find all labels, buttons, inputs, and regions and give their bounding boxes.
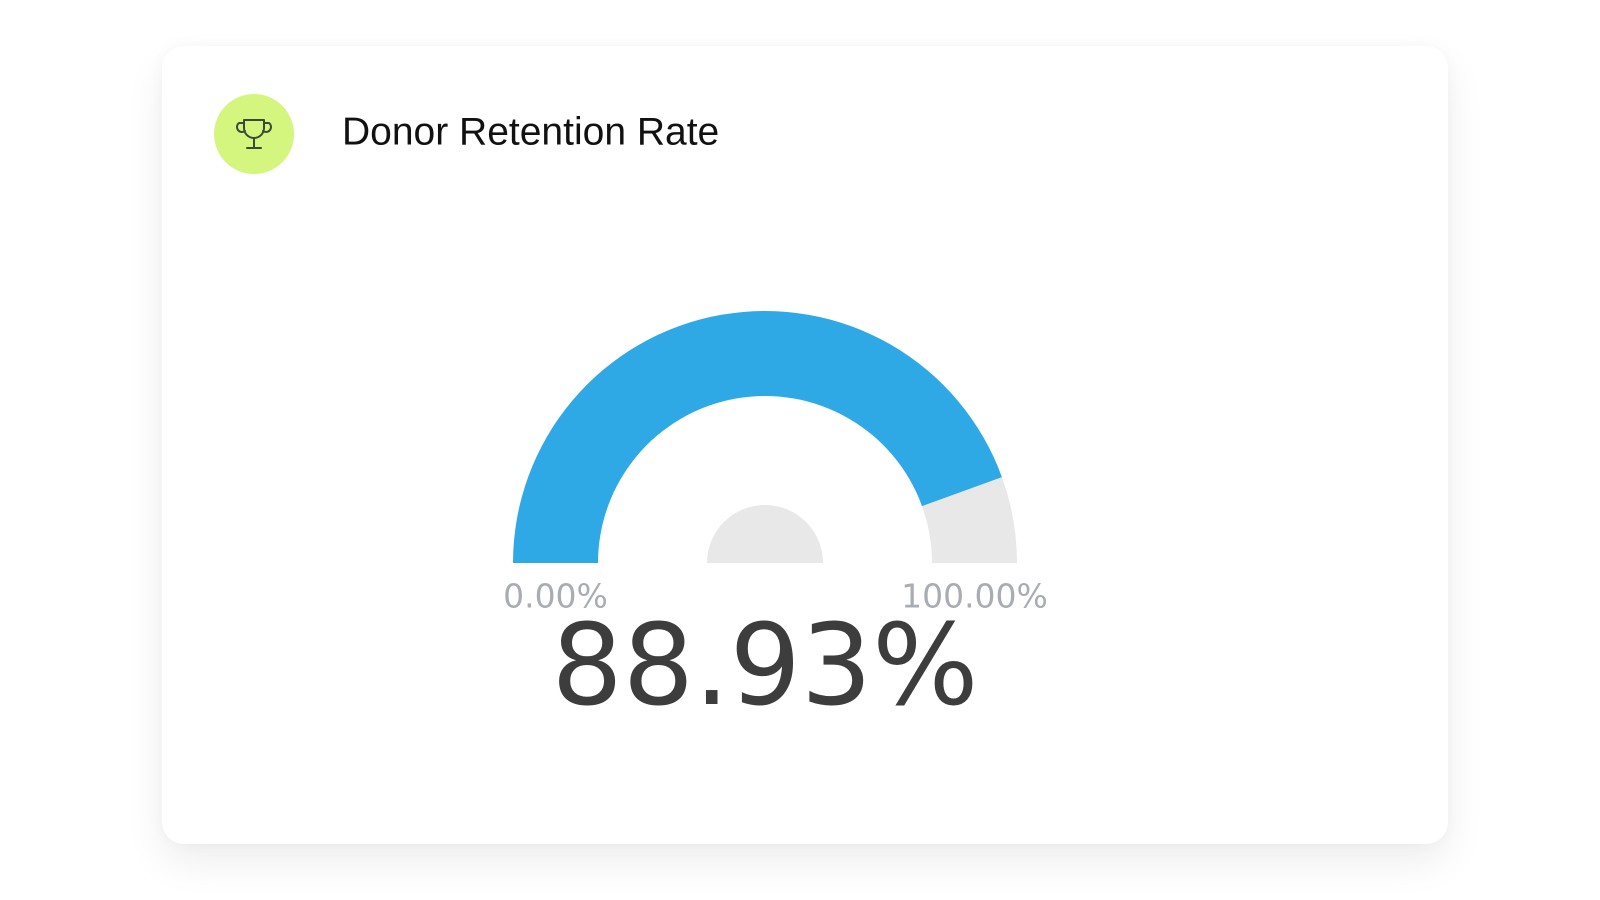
gauge-limit-label: 100.00% [901,577,1048,616]
chart-title: Donor Retention Rate [342,110,719,153]
trophy-icon [214,94,294,174]
gauge-value [513,311,1002,563]
card [162,46,1448,844]
gauge-track [922,477,1017,563]
icon-circle [214,94,294,174]
gauge-value-label: 88.93% [551,601,978,731]
gauge-hub [707,505,823,563]
gauge-limit-label: 0.00% [503,577,608,616]
trophy [236,119,272,149]
